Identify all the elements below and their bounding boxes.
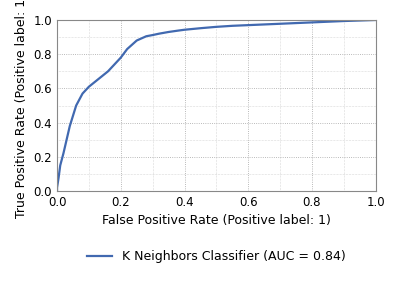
Y-axis label: True Positive Rate (Positive label: 1): True Positive Rate (Positive label: 1) xyxy=(15,0,28,218)
Legend: K Neighbors Classifier (AUC = 0.84): K Neighbors Classifier (AUC = 0.84) xyxy=(82,245,351,268)
X-axis label: False Positive Rate (Positive label: 1): False Positive Rate (Positive label: 1) xyxy=(102,214,331,227)
